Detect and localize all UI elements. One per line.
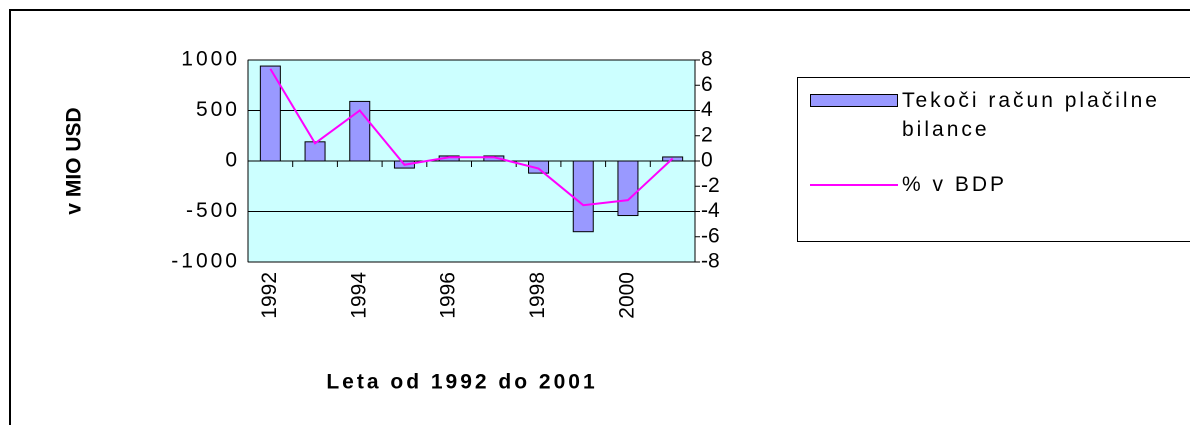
legend-entry: Tekoči račun plačilne bilance [810, 86, 1187, 144]
legend-swatch [810, 184, 898, 186]
line [269, 68, 674, 207]
bar [572, 160, 594, 233]
legend-label: % v BDP [902, 173, 1008, 196]
x-tick-label: 1996 [437, 272, 460, 319]
frame [9, 9, 1190, 425]
y-tick-label: -500 [186, 199, 240, 222]
x-tick-label: 2000 [615, 272, 638, 319]
bar [259, 65, 281, 162]
legend-swatch [810, 94, 898, 107]
bar [304, 141, 326, 162]
bar [483, 155, 505, 162]
legend-entry: % v BDP [810, 170, 1187, 199]
y-tick-label: 1000 [181, 48, 240, 71]
x-tick-label: 1998 [526, 272, 549, 319]
y2-tick-label: 0 [701, 149, 713, 172]
x-tick-label: 1992 [258, 272, 281, 319]
y2-tick-label: 4 [701, 98, 713, 121]
y2-tick-label: -2 [701, 174, 720, 197]
y2-tick-label: -4 [701, 199, 720, 222]
bar [617, 160, 639, 217]
legend-label: Tekoči račun plačilne bilance [902, 89, 1160, 141]
y2-tick-label: -8 [701, 250, 720, 273]
y2-tick-label: 6 [701, 73, 713, 96]
x-axis-title: Leta od 1992 do 2001 [326, 371, 597, 394]
y2-tick-label: -6 [701, 224, 720, 247]
y2-tick-label: 8 [701, 48, 713, 71]
y-tick-label: 0 [225, 149, 240, 172]
legend: Tekoči račun plačilne bilance % v BDP [797, 77, 1190, 242]
x-tick-label: 1994 [347, 272, 370, 319]
y-axis-title: v MIO USD [63, 107, 86, 214]
y2-tick-label: 2 [701, 123, 713, 146]
y-tick-label: 500 [196, 98, 240, 121]
y-tick-label: -1000 [171, 250, 240, 273]
